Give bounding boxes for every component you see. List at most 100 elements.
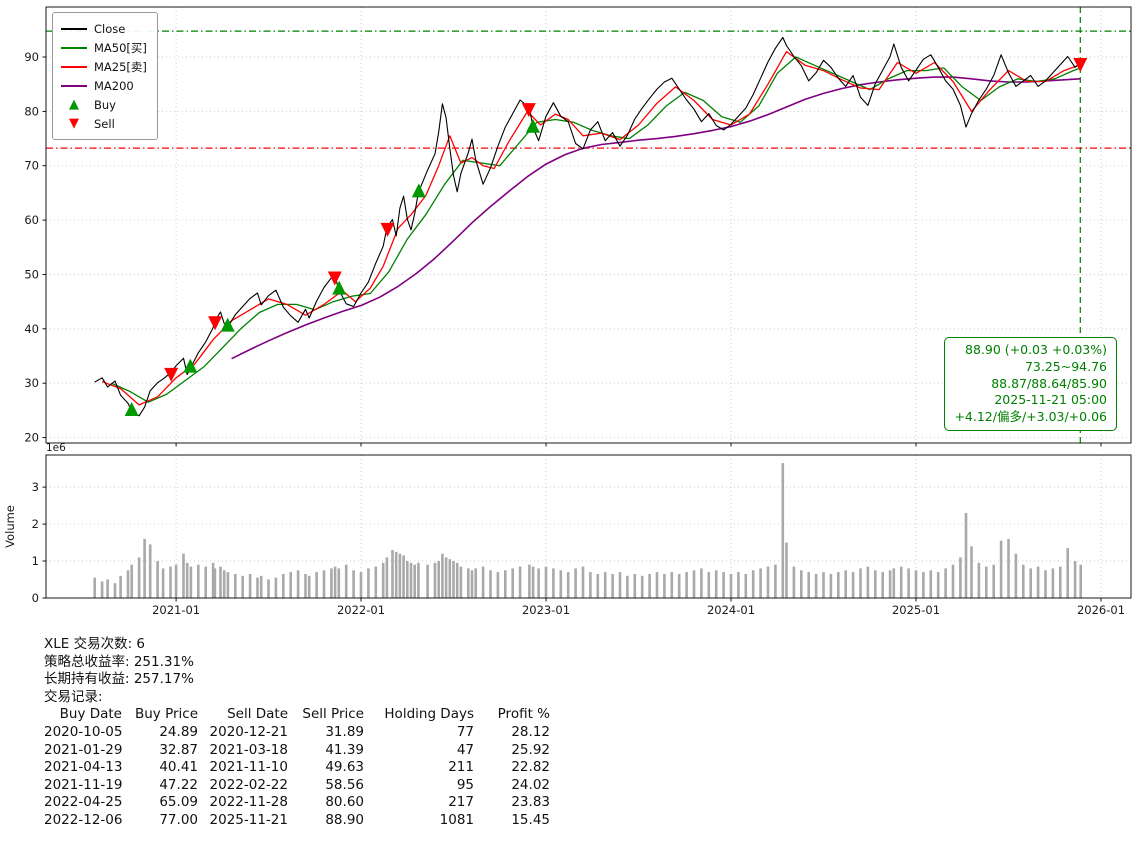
trades-cell: 217 (448, 794, 474, 811)
trades-cell: 41.39 (325, 741, 364, 758)
trades-header-cell: Buy Date (59, 706, 122, 723)
grid-lines (46, 7, 1131, 599)
trades-cell: 15.45 (511, 811, 550, 828)
annotation-line-mas: 88.87/88.64/85.90 (991, 375, 1107, 391)
legend-label-sell: Sell (94, 116, 115, 131)
volume-y-tick-label: 2 (32, 517, 39, 531)
trades-cell: 95 (456, 776, 474, 793)
trades-cell: 32.87 (159, 741, 198, 758)
legend-label-close: Close (94, 21, 126, 36)
x-tick-label: 2021-01 (152, 603, 200, 617)
axes-spines (45, 6, 1132, 599)
legend-item-buy: ▲ Buy (61, 95, 147, 114)
trades-cell: 31.89 (325, 723, 364, 740)
price-y-tick-label: 20 (24, 431, 39, 445)
trades-row: 2020-10-05 24.89 2020-12-21 31.89 77 28.12 (44, 724, 550, 742)
trades-cell: 25.92 (511, 741, 550, 758)
ma25-line-swatch (61, 65, 87, 68)
trades-cell: 1081 (439, 811, 474, 828)
trades-header-cell: Profit % (497, 706, 550, 723)
trades-cell: 2022-12-06 (44, 811, 123, 828)
ma25-line (101, 50, 1081, 406)
trades-cell: 2021-01-29 (44, 741, 123, 758)
trades-cell: 211 (448, 759, 474, 776)
trades-row: 2021-11-19 47.22 2022-02-22 58.56 95 24.02 (44, 777, 550, 795)
trades-cell: 28.12 (511, 723, 550, 740)
stat-buy-hold-return: 长期持有收益: 257.17% (44, 671, 194, 688)
legend-item-ma25: MA25[卖] (61, 57, 147, 76)
price-y-tick-label: 40 (24, 322, 39, 336)
volume-y-tick-label: 3 (32, 480, 39, 494)
volume-axis-label: Volume (3, 505, 17, 548)
trades-cell: 88.90 (325, 811, 364, 828)
trades-table: Buy Date Buy Price Sell Date Sell Price Hold… (44, 706, 550, 829)
price-y-tick-label: 80 (24, 104, 39, 118)
trades-cell: 47.22 (159, 776, 198, 793)
price-y-tick-label: 70 (24, 159, 39, 173)
trades-cell: 2021-11-19 (44, 776, 123, 793)
trades-cell: 23.83 (511, 794, 550, 811)
trade-record-heading: 交易记录: (44, 688, 103, 705)
trades-cell: 2021-11-10 (209, 759, 288, 776)
legend-item-close: Close (61, 19, 147, 38)
price-annotation-box: 88.90 (+0.03 +0.03%) 73.25~94.76 88.87/8… (944, 337, 1117, 431)
trades-cell: 2021-03-18 (209, 741, 288, 758)
trades-cell: 22.82 (511, 759, 550, 776)
trades-header-cell: Sell Price (302, 706, 364, 723)
stat-strategy-return: 策略总收益率: 251.31% (44, 653, 194, 670)
volume-offset-label: 1e6 (46, 442, 66, 454)
trades-cell: 65.09 (159, 794, 198, 811)
volume-y-tick-label: 0 (32, 591, 39, 605)
legend-item-sell: ▼ Sell (61, 114, 147, 133)
trades-cell: 2022-02-22 (209, 776, 288, 793)
trades-cell: 47 (456, 741, 474, 758)
trades-cell: 2022-04-25 (44, 794, 123, 811)
trades-row: 2022-04-25 65.09 2022-11-28 80.60 217 23.83 (44, 794, 550, 812)
legend-label-ma25: MA25[卖] (94, 59, 147, 74)
strategy-report: XLE 交易次数: 6 策略总收益率: 251.31% 长期持有收益: 257.… (44, 636, 550, 830)
trades-row: 2021-01-29 32.87 2021-03-18 41.39 47 25.92 (44, 742, 550, 760)
volume-bars (93, 463, 1082, 598)
trades-cell: 2020-12-21 (209, 723, 288, 740)
trades-header-cell: Holding Days (384, 706, 474, 723)
sell-triangle-icon: ▼ (69, 116, 79, 131)
sell-markers (164, 58, 1088, 382)
price-y-tick-label: 60 (24, 213, 39, 227)
chart-legend: Close MA50[买] MA25[卖] MA200 ▲ Buy ▼ Sell (52, 12, 158, 140)
volume-y-tick-label: 1 (32, 554, 39, 568)
x-tick-label: 2023-01 (522, 603, 570, 617)
trades-cell: 40.41 (159, 759, 198, 776)
trades-cell: 2025-11-21 (209, 811, 288, 828)
axis-ticks-and-labels: 2021-01 2022-01 2023-01 2024-01 2025-01 2026-… (3, 50, 1125, 617)
ma50-line-swatch (61, 46, 87, 49)
annotation-line-datetime: 2025-11-21 05:00 (994, 392, 1107, 408)
trades-row: 2022-12-06 77.00 2025-11-21 88.90 1081 15.45 (44, 812, 550, 830)
chart-svg: 2021-01 2022-01 2023-01 2024-01 2025-01 2026-… (3, 6, 1132, 617)
trades-cell: 2020-10-05 (44, 723, 123, 740)
annotation-line-signal: +4.12/偏多/+3.03/+0.06 (954, 409, 1107, 425)
price-y-tick-label: 90 (24, 50, 39, 64)
legend-item-ma50: MA50[买] (61, 38, 147, 57)
legend-item-ma200: MA200 (61, 76, 147, 95)
buy-markers (124, 118, 540, 416)
trades-cell: 49.63 (325, 759, 364, 776)
x-tick-label: 2022-01 (337, 603, 385, 617)
stat-trade-count: XLE 交易次数: 6 (44, 636, 146, 652)
price-y-tick-label: 50 (24, 268, 39, 282)
trades-cell: 58.56 (325, 776, 364, 793)
trades-header-cell: Buy Price (134, 706, 198, 723)
ma200-line (231, 76, 1081, 360)
legend-label-buy: Buy (94, 97, 116, 112)
close-line (94, 36, 1082, 417)
legend-label-ma200: MA200 (94, 78, 134, 93)
price-y-tick-label: 30 (24, 376, 39, 390)
x-tick-label: 2024-01 (707, 603, 755, 617)
trades-cell: 2022-11-28 (209, 794, 288, 811)
annotation-line-price: 88.90 (+0.03 +0.03%) (965, 342, 1107, 357)
annotation-line-range: 73.25~94.76 (1024, 358, 1107, 374)
trades-cell: 77 (456, 723, 474, 740)
close-line-swatch (61, 27, 87, 30)
legend-label-ma50: MA50[买] (94, 40, 147, 55)
trades-header-cell: Sell Date (227, 706, 288, 723)
